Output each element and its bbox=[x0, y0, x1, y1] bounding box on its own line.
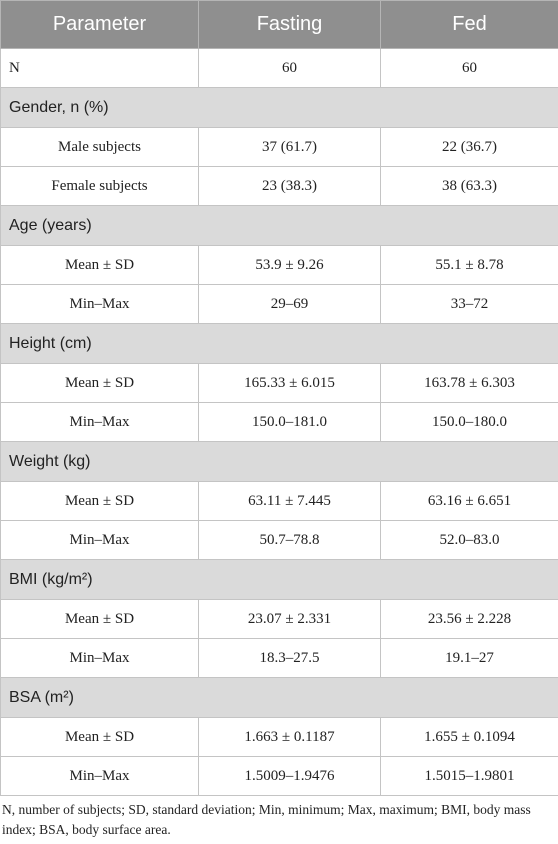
cell: 165.33 ± 6.015 bbox=[198, 363, 381, 403]
data-row: Mean ± SD 63.11 ± 7.445 63.16 ± 6.651 bbox=[0, 481, 558, 521]
row-label: Mean ± SD bbox=[0, 245, 199, 285]
data-row: Min–Max 1.5009–1.9476 1.5015–1.9801 bbox=[0, 756, 558, 796]
row-label: Min–Max bbox=[0, 638, 199, 678]
cell: 150.0–181.0 bbox=[198, 402, 381, 442]
row-label: Mean ± SD bbox=[0, 599, 199, 639]
data-row: Mean ± SD 53.9 ± 9.26 55.1 ± 8.78 bbox=[0, 245, 558, 285]
cell: 55.1 ± 8.78 bbox=[380, 245, 558, 285]
row-label: Min–Max bbox=[0, 402, 199, 442]
data-table: Parameter Fasting Fed N 60 60 Gender, n (%) Ma… bbox=[0, 0, 558, 796]
cell: 38 (63.3) bbox=[380, 166, 558, 206]
data-row: Min–Max 29–69 33–72 bbox=[0, 284, 558, 324]
cell: 23.07 ± 2.331 bbox=[198, 599, 381, 639]
row-label: Mean ± SD bbox=[0, 717, 199, 757]
cell: 63.11 ± 7.445 bbox=[198, 481, 381, 521]
row-label: Min–Max bbox=[0, 284, 199, 324]
section-label: BSA (m²) bbox=[0, 677, 558, 718]
section-label: BMI (kg/m²) bbox=[0, 559, 558, 600]
section-row: Height (cm) bbox=[0, 323, 558, 364]
section-label: Weight (kg) bbox=[0, 441, 558, 482]
cell: 63.16 ± 6.651 bbox=[380, 481, 558, 521]
cell: 1.663 ± 0.1187 bbox=[198, 717, 381, 757]
cell: 50.7–78.8 bbox=[198, 520, 381, 560]
cell: 1.5015–1.9801 bbox=[380, 756, 558, 796]
row-label: Male subjects bbox=[0, 127, 199, 167]
cell: 29–69 bbox=[198, 284, 381, 324]
header-cell: Fasting bbox=[198, 0, 381, 49]
cell: 19.1–27 bbox=[380, 638, 558, 678]
header-row: Parameter Fasting Fed bbox=[0, 0, 558, 49]
header-cell: Parameter bbox=[0, 0, 199, 49]
cell: 18.3–27.5 bbox=[198, 638, 381, 678]
section-row: Gender, n (%) bbox=[0, 87, 558, 128]
data-row: Min–Max 50.7–78.8 52.0–83.0 bbox=[0, 520, 558, 560]
data-row: Min–Max 18.3–27.5 19.1–27 bbox=[0, 638, 558, 678]
section-row: Weight (kg) bbox=[0, 441, 558, 482]
data-row: Mean ± SD 1.663 ± 0.1187 1.655 ± 0.1094 bbox=[0, 717, 558, 757]
cell: 150.0–180.0 bbox=[380, 402, 558, 442]
row-label: N bbox=[0, 48, 199, 88]
section-row: Age (years) bbox=[0, 205, 558, 246]
cell: 53.9 ± 9.26 bbox=[198, 245, 381, 285]
data-row: Mean ± SD 165.33 ± 6.015 163.78 ± 6.303 bbox=[0, 363, 558, 403]
row-label: Min–Max bbox=[0, 756, 199, 796]
section-label: Age (years) bbox=[0, 205, 558, 246]
cell: 22 (36.7) bbox=[380, 127, 558, 167]
data-row: Mean ± SD 23.07 ± 2.331 23.56 ± 2.228 bbox=[0, 599, 558, 639]
cell: 60 bbox=[198, 48, 381, 88]
row-label: Mean ± SD bbox=[0, 481, 199, 521]
data-row: Female subjects 23 (38.3) 38 (63.3) bbox=[0, 166, 558, 206]
cell: 60 bbox=[380, 48, 558, 88]
footnote: N, number of subjects; SD, standard devi… bbox=[2, 802, 531, 837]
data-row: Male subjects 37 (61.7) 22 (36.7) bbox=[0, 127, 558, 167]
section-label: Gender, n (%) bbox=[0, 87, 558, 128]
row-label: Female subjects bbox=[0, 166, 199, 206]
cell: 37 (61.7) bbox=[198, 127, 381, 167]
cell: 52.0–83.0 bbox=[380, 520, 558, 560]
section-label: Height (cm) bbox=[0, 323, 558, 364]
cell: 163.78 ± 6.303 bbox=[380, 363, 558, 403]
row-label: Min–Max bbox=[0, 520, 199, 560]
section-row: BMI (kg/m²) bbox=[0, 559, 558, 600]
data-row: N 60 60 bbox=[0, 48, 558, 88]
cell: 33–72 bbox=[380, 284, 558, 324]
cell: 1.655 ± 0.1094 bbox=[380, 717, 558, 757]
cell: 1.5009–1.9476 bbox=[198, 756, 381, 796]
row-label: Mean ± SD bbox=[0, 363, 199, 403]
cell: 23.56 ± 2.228 bbox=[380, 599, 558, 639]
header-cell: Fed bbox=[380, 0, 558, 49]
cell: 23 (38.3) bbox=[198, 166, 381, 206]
data-row: Min–Max 150.0–181.0 150.0–180.0 bbox=[0, 402, 558, 442]
section-row: BSA (m²) bbox=[0, 677, 558, 718]
